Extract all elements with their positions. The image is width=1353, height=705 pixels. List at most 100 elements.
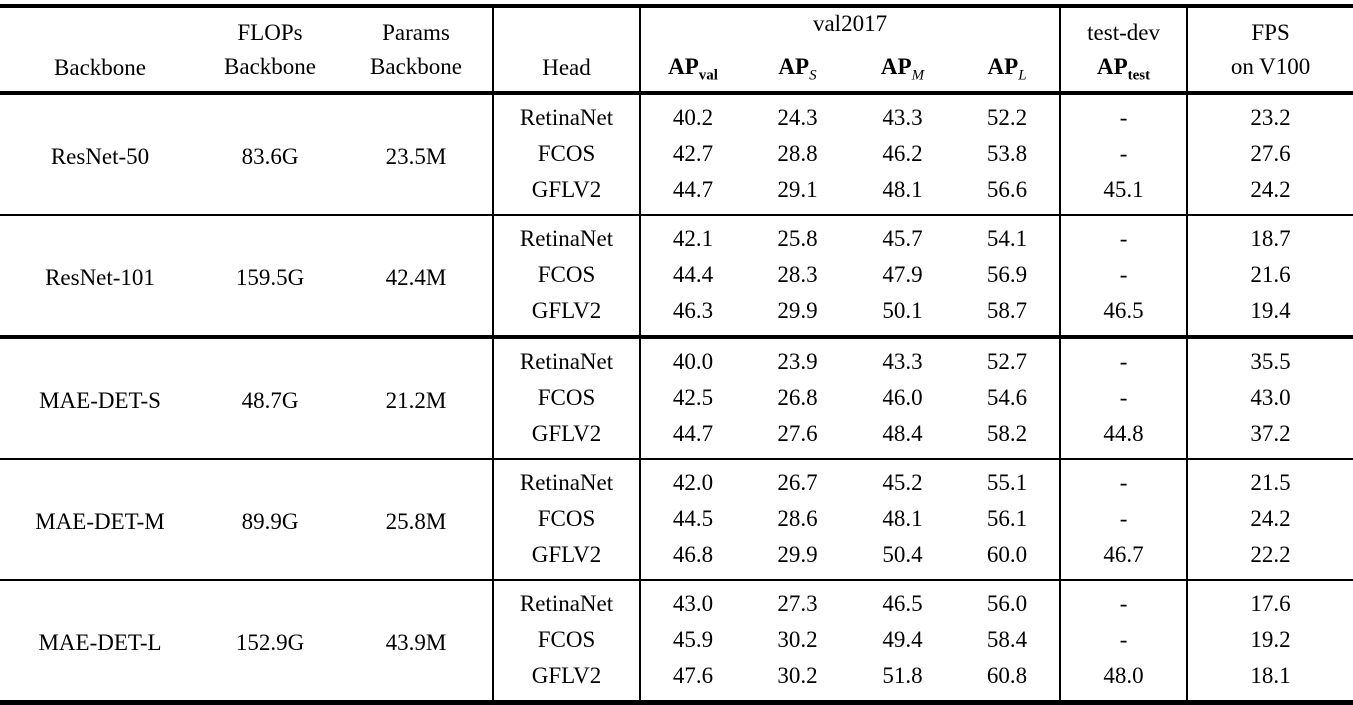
ap-s-cell: 28.8 — [777, 141, 818, 166]
ap-test-cell: - — [1060, 214, 1189, 257]
flops-cell: 159.5G — [200, 214, 340, 337]
head-cell: FCOS — [493, 622, 641, 658]
fps-cell: 27.6 — [1250, 141, 1291, 166]
ap-test-cell: 46.7 — [1060, 537, 1189, 580]
ap-l-cell: 52.7 — [955, 335, 1062, 380]
head-cell: GFLV2 — [493, 658, 641, 703]
ap-l-cell: 58.2 — [955, 416, 1062, 459]
head-cell: RetinaNet — [493, 91, 641, 136]
ap-test-cell: - — [1060, 257, 1189, 293]
ap-m-cell: 50.4 — [882, 542, 923, 567]
table-row: FCOS 44.5 28.6 48.1 56.1 - 24.2 — [0, 501, 1353, 537]
fps-cell: 22.2 — [1250, 542, 1291, 567]
ap-test-cell: - — [1060, 622, 1189, 658]
ap-s-cell: 28.3 — [777, 262, 818, 287]
head-cell: GFLV2 — [493, 416, 641, 459]
table-row: FCOS 42.5 26.8 46.0 54.6 - 43.0 — [0, 380, 1353, 416]
params-cell: 42.4M — [340, 214, 494, 337]
ap-test-cell: - — [1060, 380, 1189, 416]
fps-cell: 24.2 — [1250, 177, 1291, 202]
header-row-1: Backbone FLOPs Backbone Params Backbone … — [0, 6, 1353, 93]
table-row: GFLV2 44.7 27.6 48.4 58.2 44.8 37.2 — [0, 416, 1353, 459]
fps-cell: 43.0 — [1250, 385, 1291, 410]
ap-m-cell: 46.0 — [882, 385, 923, 410]
ap-val-cell: 46.3 — [672, 298, 714, 323]
col-header-flops-line2: Backbone — [224, 54, 316, 79]
ap-s-cell: 30.2 — [777, 663, 818, 688]
fps-cell: 21.6 — [1250, 262, 1291, 287]
ap-val-cell: 42.5 — [672, 385, 714, 410]
params-cell: 23.5M — [340, 91, 494, 215]
head-cell: RetinaNet — [493, 458, 641, 501]
head-cell: FCOS — [493, 501, 641, 537]
fps-cell: 18.7 — [1187, 214, 1353, 257]
col-header-fps-line2: on V100 — [1230, 54, 1311, 79]
results-table: Backbone FLOPs Backbone Params Backbone … — [0, 4, 1353, 705]
ap-m-cell: 48.4 — [882, 421, 923, 446]
ap-val-cell: 44.4 — [672, 262, 714, 287]
fps-cell: 21.5 — [1187, 458, 1353, 501]
ap-val-cell: 44.5 — [672, 506, 714, 531]
ap-m-cell: 51.8 — [882, 663, 923, 688]
ap-m-cell: 45.2 — [850, 458, 955, 501]
ap-l-cell: 56.9 — [955, 257, 1062, 293]
backbone-cell: MAE-DET-M — [0, 458, 200, 580]
col-group-header-val2017: val2017 — [640, 6, 1062, 47]
head-cell: FCOS — [493, 380, 641, 416]
col-header-ap-val: APval — [668, 54, 718, 84]
ap-s-cell: 25.8 — [745, 214, 850, 257]
table-row: MAE-DET-L 152.9G 43.9M RetinaNet 43.0 27… — [0, 579, 1353, 703]
ap-m-cell: 43.3 — [850, 335, 955, 380]
ap-l-cell: 60.8 — [955, 658, 1062, 703]
table-header: Backbone FLOPs Backbone Params Backbone … — [0, 6, 1353, 93]
ap-test-cell: - — [1060, 91, 1189, 136]
header-row-2: APval APS APM APL — [0, 47, 1353, 93]
fps-cell: 18.1 — [1250, 663, 1291, 688]
ap-val-cell: 40.0 — [640, 335, 745, 380]
head-cell: RetinaNet — [493, 579, 641, 622]
col-header-fps: FPS on V100 — [1187, 6, 1353, 93]
ap-test-cell: 46.5 — [1060, 293, 1189, 337]
ap-val-cell: 46.8 — [672, 542, 714, 567]
backbone-group-mae-det-m: MAE-DET-M 89.9G 25.8M RetinaNet 42.0 26.… — [0, 458, 1353, 580]
backbone-cell: MAE-DET-L — [0, 579, 200, 703]
ap-s-cell: 24.3 — [745, 91, 850, 136]
col-header-ap-test: APtest — [1096, 54, 1151, 84]
ap-s-cell: 29.9 — [777, 298, 818, 323]
head-cell: RetinaNet — [493, 335, 641, 380]
backbone-cell: MAE-DET-S — [0, 335, 200, 459]
col-header-testdev-line1: test-dev — [1087, 20, 1160, 45]
flops-cell: 152.9G — [200, 579, 340, 703]
flops-cell: 89.9G — [200, 458, 340, 580]
ap-l-cell: 58.4 — [955, 622, 1062, 658]
ap-m-cell: 49.4 — [882, 627, 923, 652]
col-header-flops-line1: FLOPs — [237, 20, 303, 45]
fps-cell: 23.2 — [1187, 91, 1353, 136]
ap-s-cell: 26.8 — [777, 385, 818, 410]
ap-s-cell: 27.3 — [745, 579, 850, 622]
params-cell: 21.2M — [340, 335, 494, 459]
ap-s-cell: 30.2 — [777, 627, 818, 652]
col-header-ap-l: APL — [955, 47, 1062, 93]
table-row: FCOS 45.9 30.2 49.4 58.4 - 19.2 — [0, 622, 1353, 658]
flops-cell: 83.6G — [200, 91, 340, 215]
head-cell: FCOS — [493, 257, 641, 293]
backbone-group-resnet101: ResNet-101 159.5G 42.4M RetinaNet 42.1 2… — [0, 214, 1353, 337]
ap-m-cell: 47.9 — [882, 262, 923, 287]
col-header-params-line1: Params — [382, 20, 450, 45]
ap-l-cell: 56.0 — [955, 579, 1062, 622]
head-cell: GFLV2 — [493, 172, 641, 215]
ap-val-cell: 40.2 — [640, 91, 745, 136]
ap-val-cell: 42.7 — [672, 141, 714, 166]
table-row: GFLV2 46.3 29.9 50.1 58.7 46.5 19.4 — [0, 293, 1353, 337]
ap-l-cell: 54.1 — [955, 214, 1062, 257]
table-row: ResNet-50 83.6G 23.5M RetinaNet 40.2 24.… — [0, 91, 1353, 215]
ap-val-cell: 42.1 — [640, 214, 745, 257]
ap-m-cell: 48.1 — [882, 177, 923, 202]
ap-m-cell: 46.5 — [850, 579, 955, 622]
fps-cell: 19.2 — [1250, 627, 1291, 652]
ap-l-cell: 55.1 — [955, 458, 1062, 501]
fps-cell: 19.4 — [1250, 298, 1291, 323]
ap-m-cell: 46.2 — [882, 141, 923, 166]
ap-l-cell: 52.2 — [955, 91, 1062, 136]
